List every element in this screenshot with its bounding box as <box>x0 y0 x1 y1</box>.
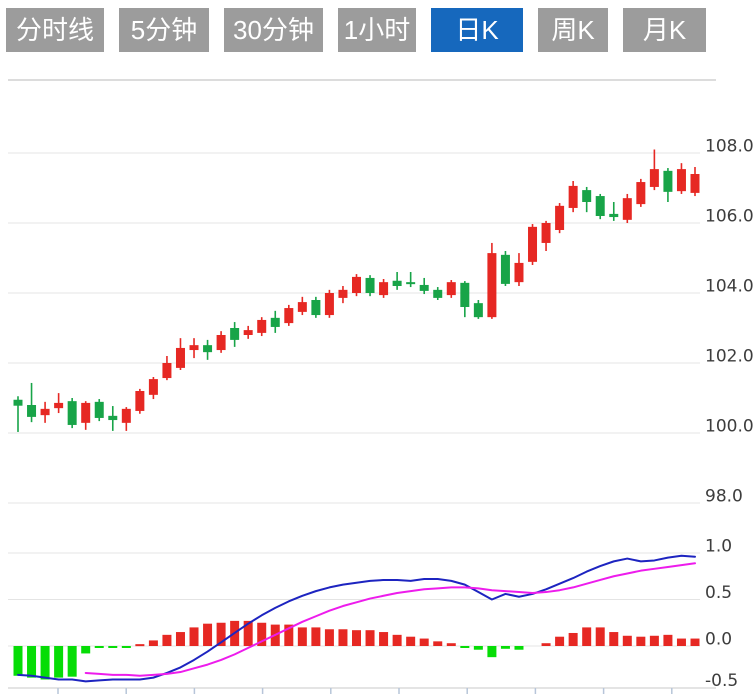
candlestick-series <box>13 149 700 432</box>
timeframe-button-1hour[interactable]: 1小时 <box>338 8 416 52</box>
timeframe-button-daily-k[interactable]: 日K <box>431 8 523 52</box>
macd-histogram <box>13 620 700 680</box>
price-axis-label: 102.0 <box>705 347 754 367</box>
dea-line <box>84 562 696 677</box>
timeframe-button-time-line[interactable]: 分时线 <box>6 8 104 52</box>
macd-axis-labels: 1.0 0.5 0.0 -0.5 <box>705 537 738 692</box>
dif-line <box>17 554 696 683</box>
price-axis-labels: 108.0 106.0 104.0 102.0 100.0 98.0 <box>705 137 754 507</box>
price-axis-label: 100.0 <box>705 417 754 437</box>
panel-borders <box>8 79 716 689</box>
macd-axis-label: -0.5 <box>705 671 738 691</box>
price-axis-label: 104.0 <box>705 277 754 297</box>
timeframe-button-5min[interactable]: 5分钟 <box>119 8 209 52</box>
timeframe-button-weekly-k[interactable]: 周K <box>538 8 608 52</box>
price-axis-label: 108.0 <box>705 137 754 157</box>
price-axis-label: 98.0 <box>705 487 743 507</box>
price-axis-label: 106.0 <box>705 207 754 227</box>
macd-axis-label: 0.5 <box>705 583 732 603</box>
timeframe-button-monthly-k[interactable]: 月K <box>623 8 706 52</box>
timeframe-toolbar: 分时线 5分钟 30分钟 1小时 日K 周K 月K <box>6 8 706 52</box>
macd-axis-label: 0.0 <box>705 630 732 650</box>
timeframe-button-30min[interactable]: 30分钟 <box>224 8 323 52</box>
x-axis-ticks <box>57 688 673 694</box>
macd-axis-label: 1.0 <box>705 537 732 557</box>
